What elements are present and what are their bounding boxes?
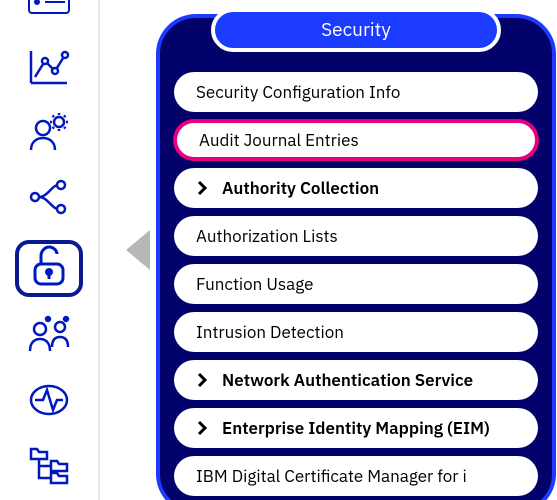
panel-item[interactable]: Audit Journal Entries bbox=[174, 120, 538, 160]
sidebar-item-activity[interactable] bbox=[19, 378, 79, 427]
panel-item-label: IBM Digital Certificate Manager for i bbox=[196, 465, 467, 487]
panel-item[interactable]: Function Usage bbox=[174, 264, 538, 304]
users-icon bbox=[26, 315, 72, 360]
panel-item[interactable]: Enterprise Identity Mapping (EIM) bbox=[174, 408, 538, 448]
sidebar-item-server[interactable] bbox=[19, 0, 79, 29]
panel-item[interactable]: Security Configuration Info bbox=[174, 72, 538, 112]
panel-item-label: Intrusion Detection bbox=[196, 321, 344, 343]
panel-item-label: Enterprise Identity Mapping (EIM) bbox=[222, 417, 490, 439]
activity-icon bbox=[27, 382, 71, 423]
sidebar-item-user-gear[interactable] bbox=[19, 110, 79, 159]
panel-title: Security bbox=[321, 18, 391, 42]
panel-item[interactable]: IBM Digital Certificate Manager for i bbox=[174, 456, 538, 496]
panel-item-label: Security Configuration Info bbox=[196, 81, 400, 103]
lock-icon bbox=[29, 244, 69, 293]
panel-item[interactable]: Authorization Lists bbox=[174, 216, 538, 256]
sidebar bbox=[0, 0, 100, 500]
sidebar-item-chart[interactable] bbox=[19, 45, 79, 94]
chevron-right-icon bbox=[196, 420, 208, 436]
chart-icon bbox=[27, 47, 71, 92]
sidebar-item-network[interactable] bbox=[19, 175, 79, 224]
panel-item[interactable]: Network Authentication Service bbox=[174, 360, 538, 400]
sidebar-item-users[interactable] bbox=[19, 313, 79, 362]
panel-item-label: Authorization Lists bbox=[196, 225, 338, 247]
panel-item-label: Audit Journal Entries bbox=[199, 129, 359, 151]
security-panel: Security Security Configuration Info Audi… bbox=[156, 14, 556, 500]
panel-item-list: Security Configuration Info Audit Journal… bbox=[174, 72, 538, 496]
panel-wrap: Security Security Configuration Info Audi… bbox=[156, 0, 557, 500]
user-gear-icon bbox=[27, 110, 71, 159]
panel-item[interactable]: Intrusion Detection bbox=[174, 312, 538, 352]
sidebar-item-security[interactable] bbox=[15, 240, 83, 297]
panel-item[interactable]: Authority Collection bbox=[174, 168, 538, 208]
arrow-pointer bbox=[126, 230, 150, 270]
panel-item-label: Authority Collection bbox=[222, 177, 379, 199]
server-icon bbox=[27, 0, 71, 22]
network-icon bbox=[27, 179, 71, 220]
panel-header: Security bbox=[211, 8, 501, 52]
chevron-right-icon bbox=[196, 372, 208, 388]
root: Security Security Configuration Info Audi… bbox=[0, 0, 557, 500]
panel-item-label: Network Authentication Service bbox=[222, 369, 473, 391]
sidebar-item-folders[interactable] bbox=[19, 443, 79, 492]
panel-item-label: Function Usage bbox=[196, 273, 313, 295]
chevron-right-icon bbox=[196, 180, 208, 196]
folder-tree-icon bbox=[27, 445, 71, 490]
